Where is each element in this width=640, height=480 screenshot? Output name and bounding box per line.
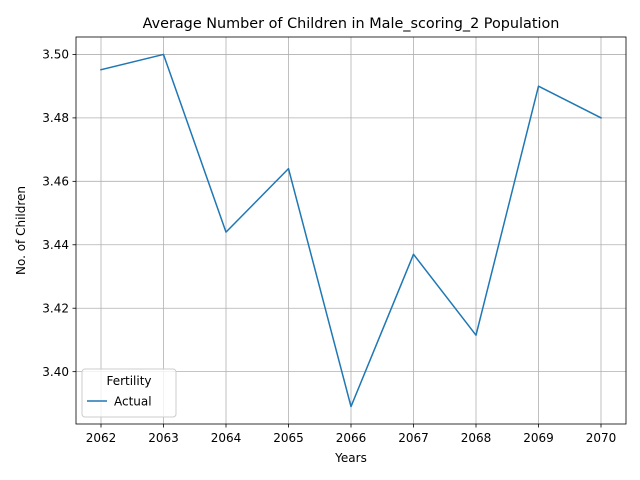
y-tick-label: 3.40 (42, 365, 69, 379)
x-tick-label: 2062 (86, 431, 117, 445)
y-tick-label: 3.46 (42, 175, 69, 189)
y-axis-title: No. of Children (14, 186, 28, 275)
y-tick-label: 3.48 (42, 111, 69, 125)
x-axis-title: Years (334, 451, 367, 465)
x-tick-label: 2068 (461, 431, 492, 445)
y-tick-label: 3.50 (42, 48, 69, 62)
legend-label-actual: Actual (114, 395, 152, 409)
x-tick-label: 2067 (398, 431, 429, 445)
x-tick-label: 2064 (211, 431, 242, 445)
x-tick-label: 2066 (336, 431, 367, 445)
x-tick-label: 2065 (273, 431, 304, 445)
legend: Fertility Actual (82, 369, 176, 417)
x-tick-label: 2063 (148, 431, 179, 445)
legend-title: Fertility (106, 374, 151, 388)
y-tick-label: 3.42 (42, 302, 69, 316)
y-tick-label: 3.44 (42, 238, 69, 252)
x-tick-label: 2070 (586, 431, 617, 445)
x-tick-label: 2069 (523, 431, 554, 445)
chart-title: Average Number of Children in Male_scori… (143, 16, 560, 32)
